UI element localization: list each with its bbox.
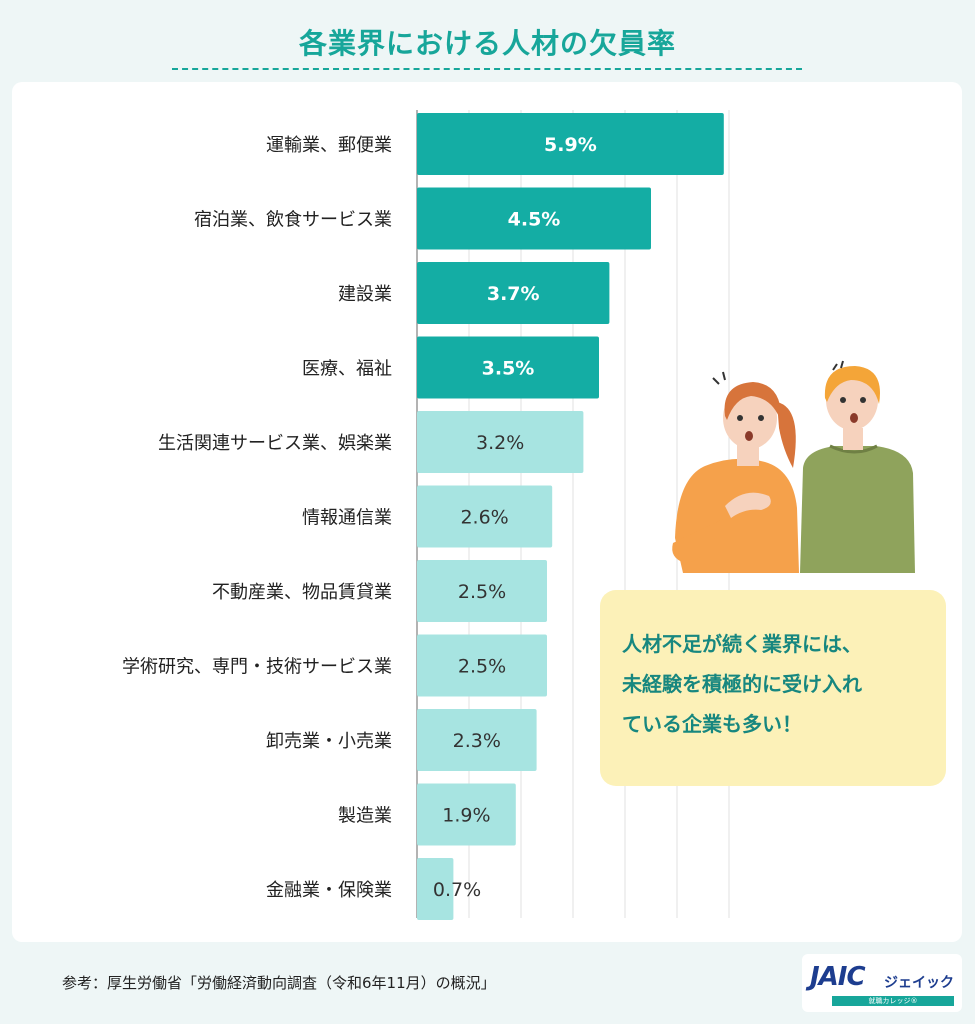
category-label: 金融業・保険業: [266, 880, 392, 901]
bar: [417, 336, 599, 399]
logo-mark: JAIC: [810, 962, 866, 992]
bar: [417, 187, 651, 250]
category-label: 宿泊業、飲食サービス業: [194, 210, 392, 231]
people-illustration: [672, 360, 915, 573]
data-label: 4.5%: [508, 209, 561, 231]
data-label: 0.7%: [433, 879, 481, 901]
data-label: 2.5%: [458, 656, 506, 678]
data-label: 2.5%: [458, 581, 506, 603]
data-label: 2.6%: [460, 507, 508, 529]
title-divider: [172, 68, 802, 70]
category-label: 学術研究、専門・技術サービス業: [122, 657, 392, 678]
category-label: 運輸業、郵便業: [266, 135, 392, 156]
bar-chart: 運輸業、郵便業 5.9% 宿泊業、飲食サービス業 4.5% 建設業 3.7% 医療、福祉 3.…: [122, 110, 730, 920]
logo-tagline: 就職カレッジ®: [832, 996, 954, 1006]
category-label: 医療、福祉: [302, 359, 392, 380]
bar: [417, 113, 724, 175]
data-label: 3.5%: [482, 358, 535, 380]
logo-name: ジェイック: [884, 975, 954, 991]
category-label: 不動産業、物品賃貸業: [212, 582, 392, 603]
data-label: 3.7%: [487, 283, 540, 305]
bar: [417, 560, 547, 622]
callout-line-2: 未経験を積極的に受け入れ: [622, 672, 862, 696]
bar: [417, 783, 516, 846]
data-label: 3.2%: [476, 432, 524, 454]
category-label: 生活関連サービス業、娯楽業: [158, 433, 392, 454]
category-label: 卸売業・小売業: [266, 731, 392, 752]
category-label: 建設業: [338, 284, 392, 305]
callout-line-1: 人材不足が続く業界には、: [622, 632, 862, 656]
data-label: 5.9%: [544, 134, 597, 156]
chart-title: 各業界における人材の欠員率: [298, 27, 676, 60]
jaic-logo: JAIC ジェイック 就職カレッジ®: [802, 954, 962, 1012]
bar: [417, 858, 454, 920]
callout-line-3: ている企業も多い！: [622, 712, 802, 736]
source-note: 参考：厚生労働省「労働経済動向調査（令和6年11月）の概況」: [62, 974, 496, 992]
bar: [417, 485, 553, 548]
callout-box: 人材不足が続く業界には、 未経験を積極的に受け入れ ている企業も多い！: [600, 590, 946, 786]
bar: [417, 634, 547, 697]
category-label: 製造業: [338, 806, 392, 827]
bar: [417, 411, 584, 473]
category-label: 情報通信業: [302, 508, 392, 529]
bar: [417, 709, 537, 771]
data-label: 1.9%: [442, 805, 490, 827]
bar: [417, 262, 610, 324]
data-label: 2.3%: [453, 730, 501, 752]
